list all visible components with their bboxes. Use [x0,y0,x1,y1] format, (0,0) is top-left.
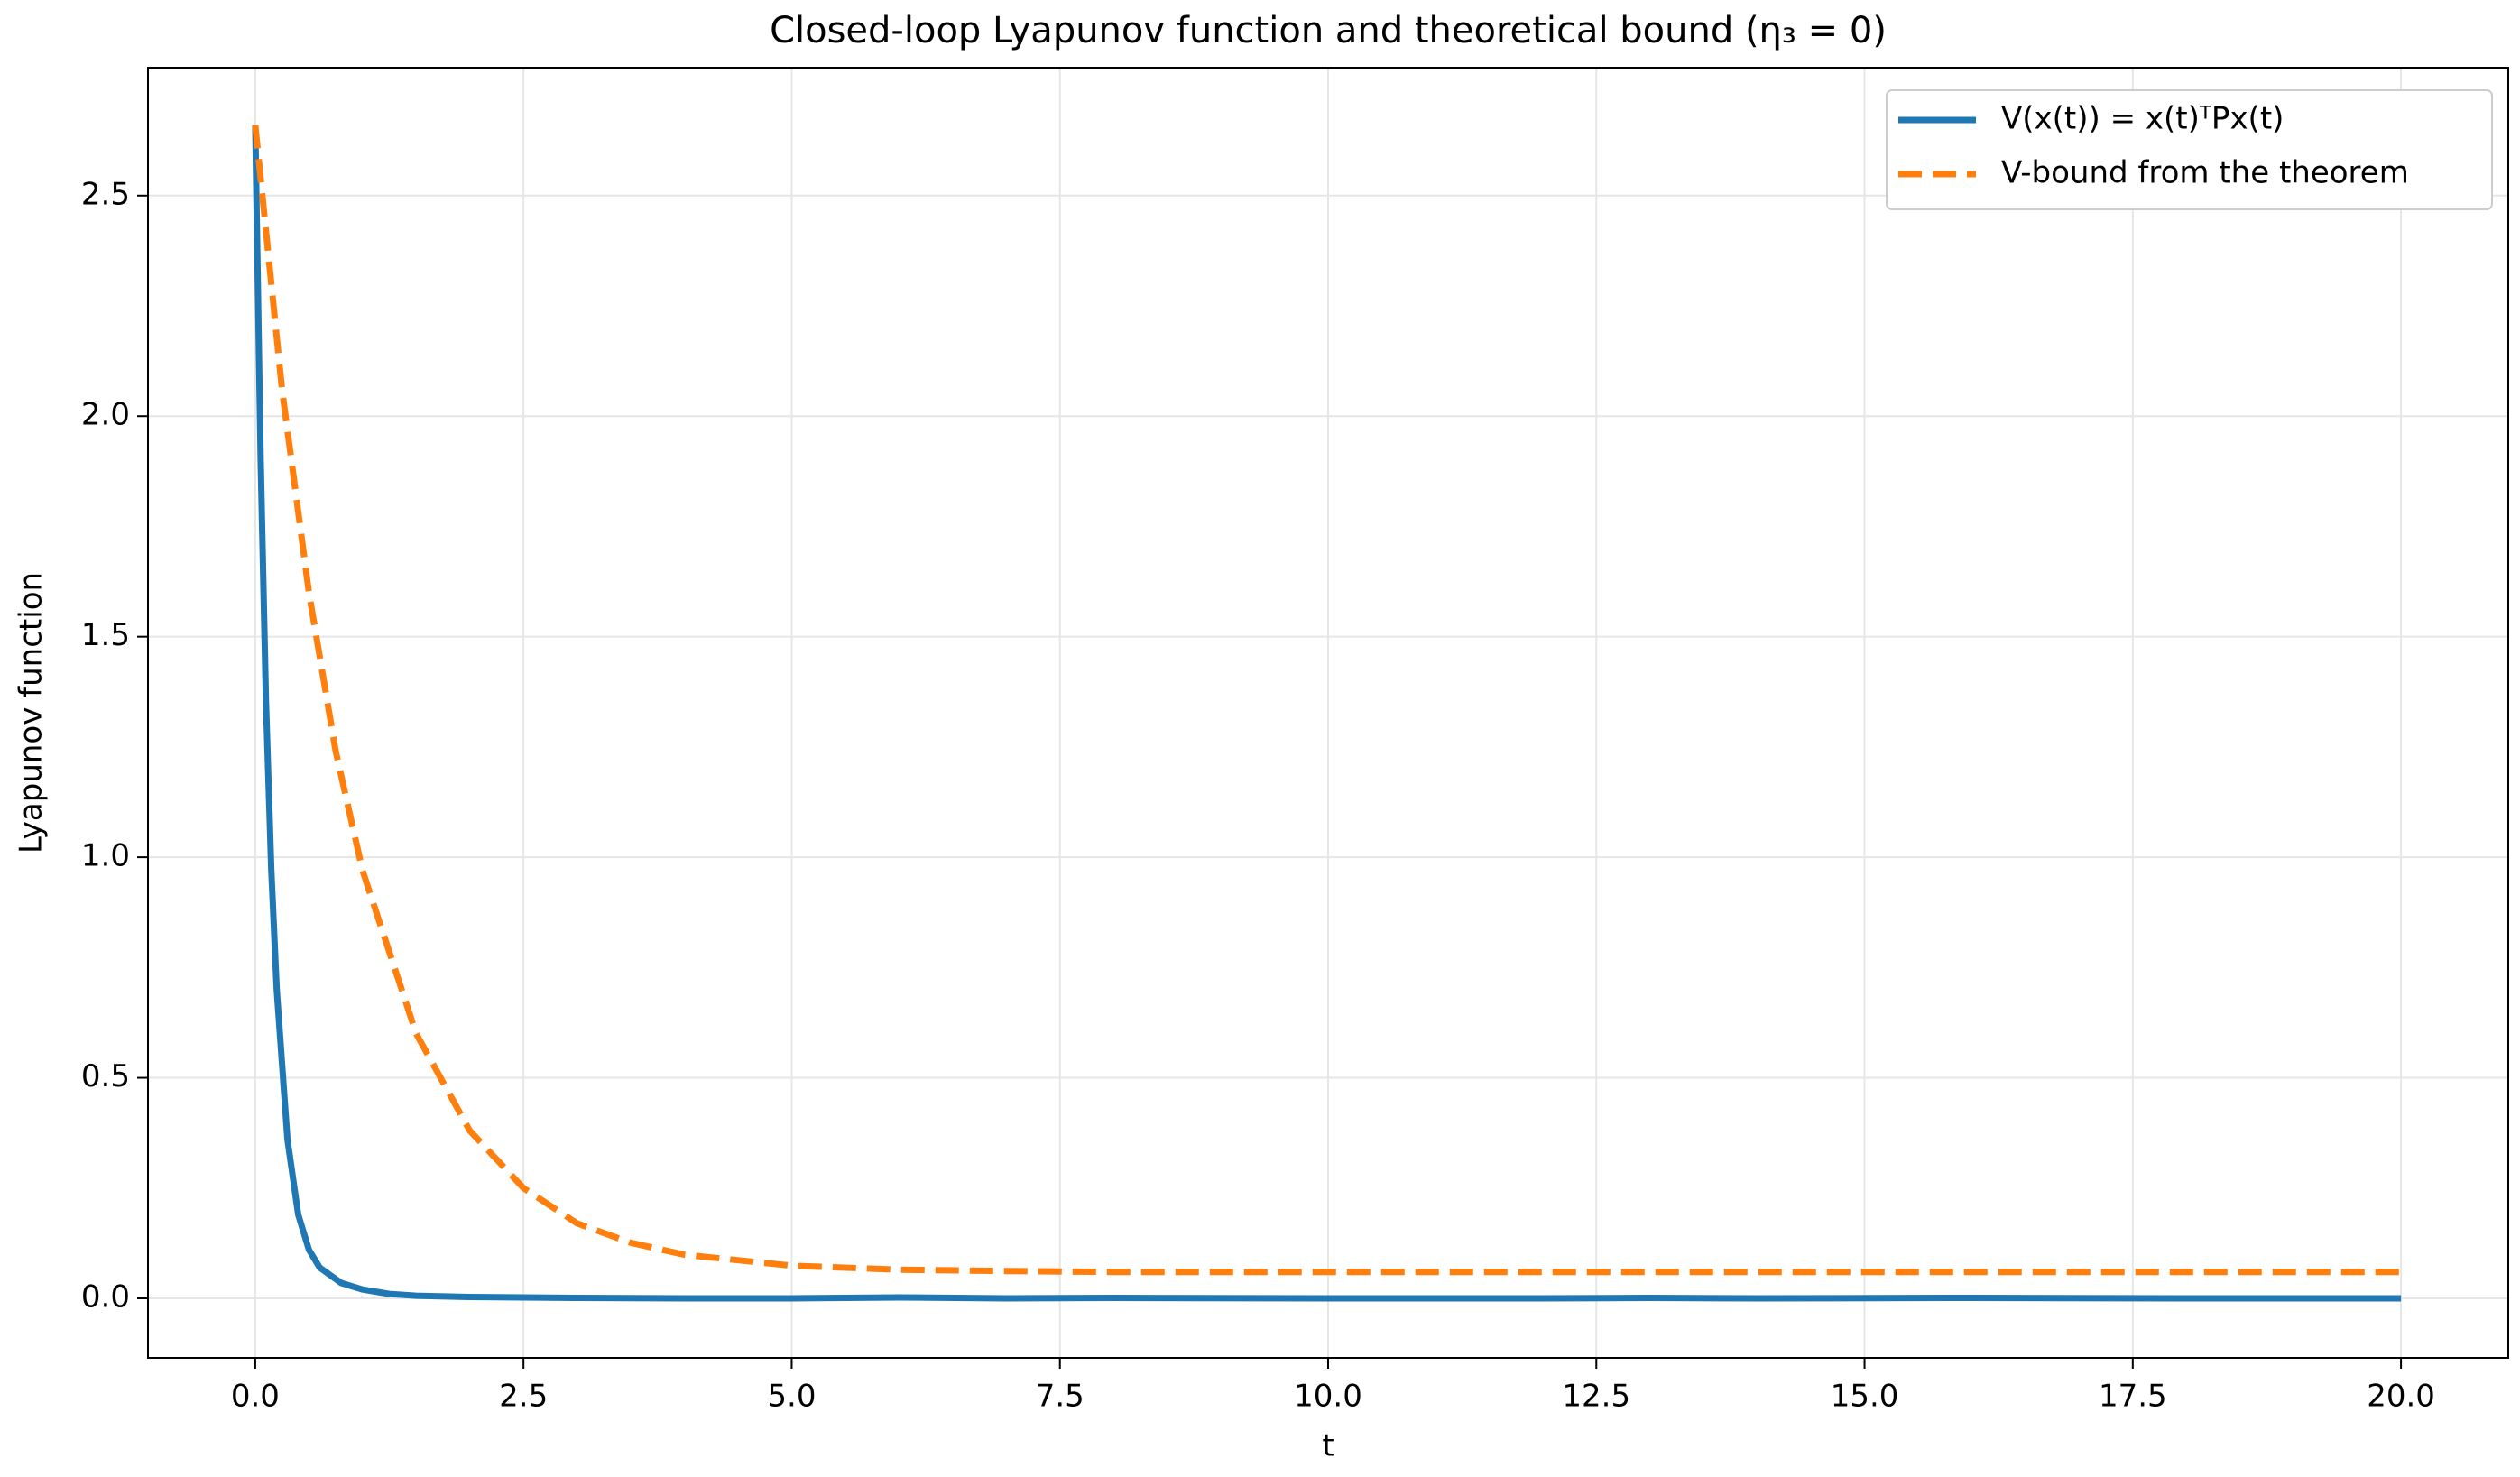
plot-frame [147,67,2509,1359]
x-tick-label: 10.0 [1294,1379,1362,1415]
chart-title: Closed-loop Lyapunov function and theore… [770,10,1887,51]
y-tick-label: 0.0 [81,1279,130,1315]
y-tick-label: 1.5 [81,617,130,653]
x-tick-label: 0.0 [231,1379,280,1415]
legend-label: V(x(t)) = x(t)ᵀPx(t) [2001,101,2284,137]
x-tick-label: 15.0 [1831,1379,1899,1415]
x-tick-label: 20.0 [2367,1379,2435,1415]
y-tick-label: 2.0 [81,397,130,433]
y-tick-label: 1.0 [81,838,130,874]
x-axis-label: t [1322,1428,1334,1464]
x-tick-label: 5.0 [767,1379,816,1415]
y-tick-label: 0.5 [81,1058,130,1094]
y-axis-label: Lyapunov function [14,572,50,854]
legend-label: V-bound from the theorem [2001,155,2409,191]
line [252,125,2402,1276]
x-tick-label: 17.5 [2099,1379,2167,1415]
x-tick-label: 7.5 [1036,1379,1085,1415]
line [252,125,2402,1302]
legend-box [1886,89,2493,210]
legend: V(x(t)) = x(t)ᵀPx(t) V-bound from the the… [1886,89,2493,210]
y-tick-label: 2.5 [81,176,130,212]
x-tick-label: 12.5 [1562,1379,1630,1415]
x-tick-label: 2.5 [499,1379,548,1415]
